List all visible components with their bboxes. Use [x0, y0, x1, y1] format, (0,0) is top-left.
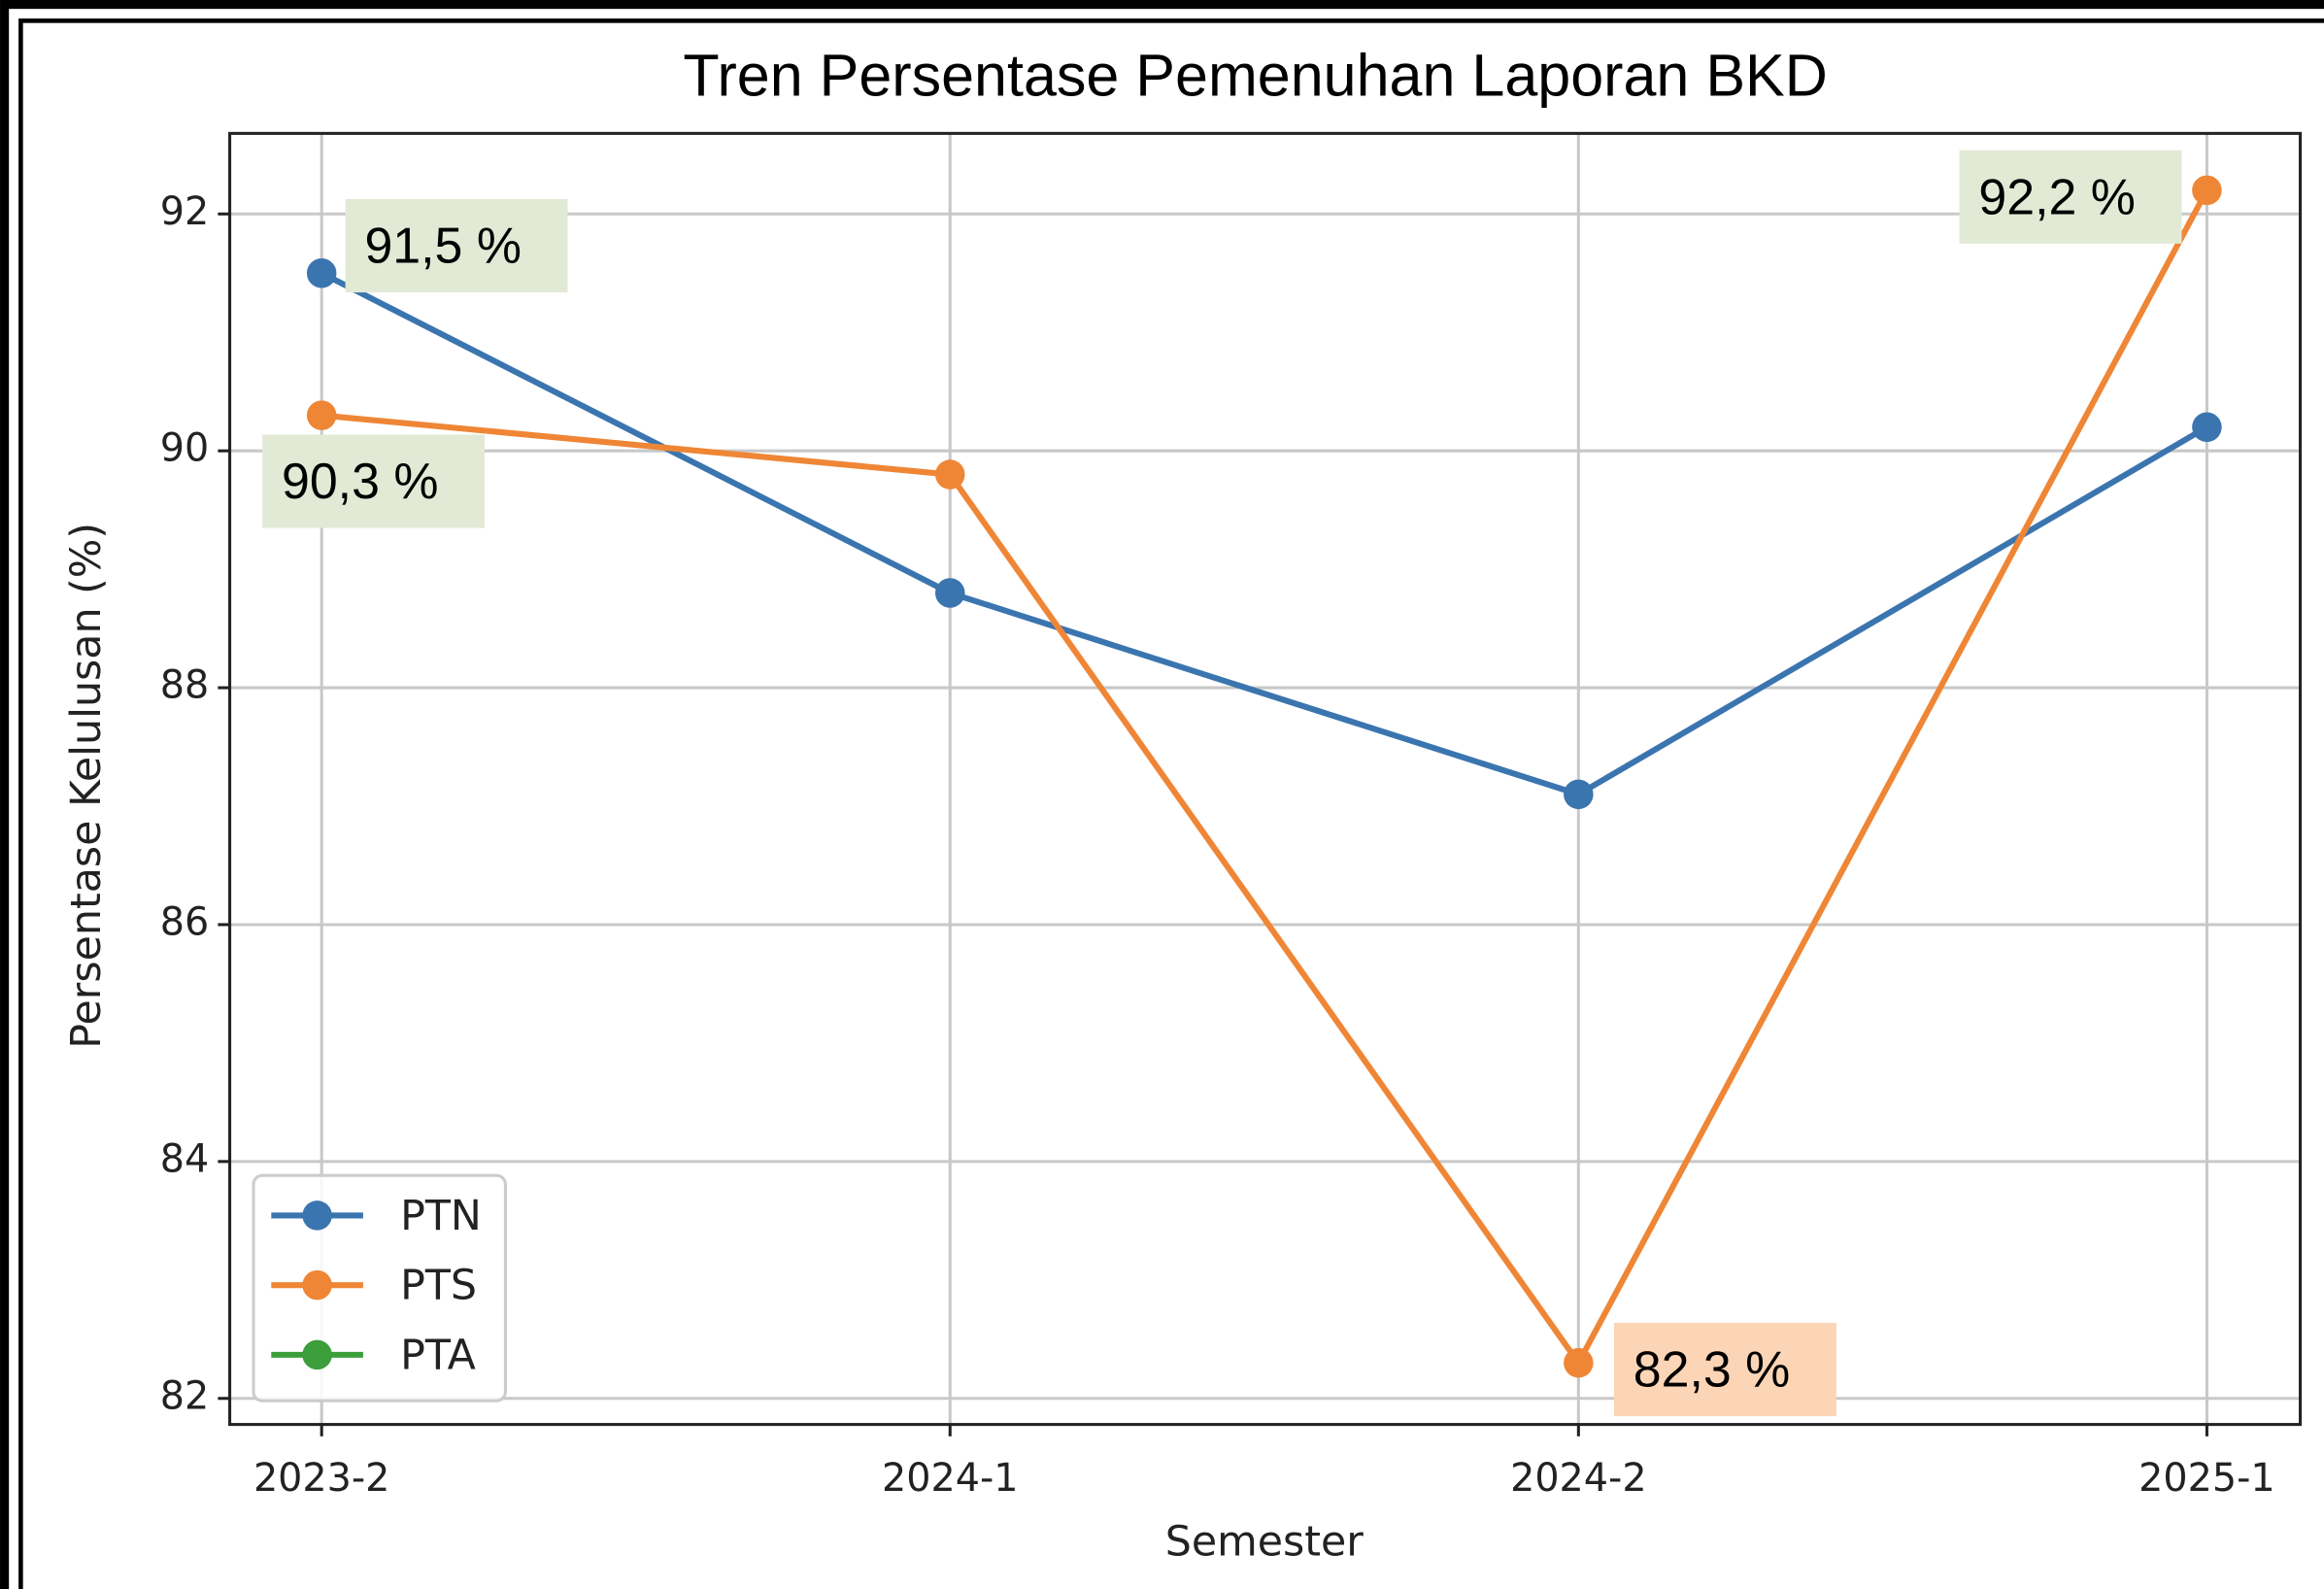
data-label: 90,3 %: [282, 453, 439, 509]
point: [1564, 779, 1594, 810]
chart-title: Tren Persentase Pemenuhan Laporan BKD: [683, 43, 1827, 109]
label-box: [1613, 1322, 1836, 1417]
y-tick-label: 92: [160, 189, 209, 234]
x-tick-label: 2025-1: [2139, 1456, 2274, 1501]
y-tick-label: 84: [160, 1136, 209, 1181]
point: [935, 459, 965, 490]
point: [306, 257, 337, 288]
point: [2192, 175, 2222, 206]
x-tick-label: 2024-2: [1510, 1456, 1646, 1501]
legend-marker: [302, 1339, 332, 1370]
point: [935, 578, 965, 608]
label-box: [345, 198, 568, 293]
series-line: [320, 188, 2210, 1369]
data-label: 91,5 %: [364, 218, 522, 274]
y-axis-label: Persentase Kelulusan (%): [62, 523, 111, 1049]
x-axis-label: Semester: [1165, 1518, 1364, 1567]
plot-frame: [228, 131, 2303, 1427]
data-label: 82,3 %: [1634, 1341, 1791, 1398]
legend-label: PTN: [400, 1192, 482, 1240]
data-label: 92,2 %: [1978, 168, 2136, 224]
point: [306, 400, 337, 430]
label-box: [262, 434, 486, 528]
point: [1564, 1347, 1594, 1378]
series-line: [320, 270, 2208, 798]
y-tick-label: 82: [160, 1373, 209, 1418]
y-tick-label: 90: [160, 426, 209, 471]
x-tick-label: 2024-1: [882, 1456, 1018, 1501]
y-tick-label: 86: [160, 899, 209, 944]
label-box: [1959, 150, 2182, 244]
y-tick-label: 88: [160, 663, 209, 708]
x-tick-label: 2023-2: [253, 1456, 389, 1501]
legend-label: PTA: [400, 1331, 476, 1379]
point: [2192, 412, 2222, 443]
frame-inner: [18, 18, 2324, 1589]
legend-marker: [302, 1200, 332, 1231]
legend-label: PTS: [400, 1262, 477, 1310]
legend-marker: [302, 1269, 332, 1301]
title-box: [622, 23, 1935, 131]
